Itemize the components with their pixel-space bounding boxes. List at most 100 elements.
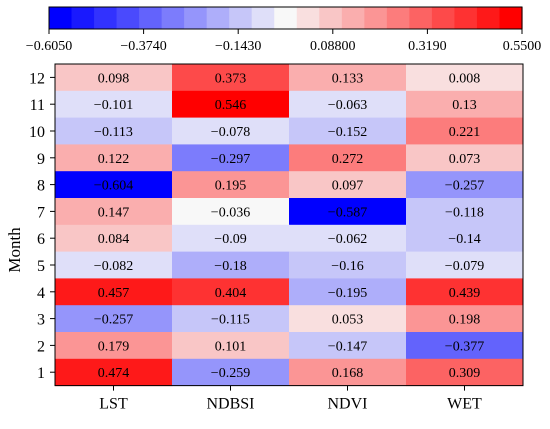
heatmap-cell [55, 358, 173, 387]
cell-value-label: 0.073 [449, 152, 481, 167]
cell-value-label: −0.082 [94, 259, 133, 274]
heatmap-cell [172, 358, 290, 387]
cell-value-label: −0.587 [328, 205, 367, 220]
heatmap-cell [55, 278, 173, 306]
x-tick-label: WET [447, 396, 482, 413]
heatmap-cell [406, 358, 524, 387]
cell-value-label: 0.053 [332, 313, 364, 328]
colorbar-segment [49, 7, 73, 29]
heatmap-cell [172, 305, 290, 333]
heatmap-cell [172, 278, 290, 306]
cell-value-label: 0.221 [449, 125, 481, 140]
y-tick-label: 10 [29, 124, 45, 141]
cell-value-label: 0.474 [98, 366, 130, 381]
heatmap-cell [406, 117, 524, 145]
x-tick-label: LST [99, 396, 128, 413]
cell-value-label: −0.195 [328, 286, 367, 301]
colorbar-segment [319, 7, 343, 29]
y-tick-label: 7 [37, 204, 45, 221]
colorbar-segment [274, 7, 298, 29]
heatmap-cell [406, 198, 524, 226]
y-tick-label: 4 [37, 285, 45, 302]
heatmap-cell [172, 171, 290, 199]
heatmap-cell [172, 251, 290, 279]
cell-value-label: −0.259 [211, 366, 250, 381]
heatmap-cell [172, 224, 290, 253]
heatmap-cell [172, 117, 290, 145]
colorbar-segment [476, 7, 501, 29]
cell-value-label: −0.152 [328, 125, 367, 140]
colorbar-tick-label: 0.5500 [503, 39, 542, 54]
cell-value-label: −0.118 [445, 205, 484, 220]
cell-value-label: 0.373 [215, 71, 247, 86]
cell-value-label: −0.377 [445, 339, 484, 354]
cell-value-label: −0.079 [445, 259, 484, 274]
heatmap-cell [289, 171, 407, 199]
cell-value-label: −0.16 [331, 259, 363, 274]
y-tick-label: 11 [30, 97, 45, 114]
plot-frame [54, 63, 524, 387]
colorbar-segment [431, 7, 456, 29]
heatmap-cell [289, 117, 407, 145]
colorbar-segment [206, 7, 230, 29]
colorbar-segment [251, 7, 275, 29]
heatmap-cell [172, 332, 290, 360]
cell-value-label: 0.179 [98, 339, 130, 354]
y-tick-label: 2 [37, 338, 45, 355]
colorbar-tick-label: 0.3190 [408, 39, 447, 54]
colorbar-segment [454, 7, 478, 29]
colorbar-segment [409, 7, 433, 29]
cell-value-label: 0.404 [215, 286, 247, 301]
cell-value-label: −0.101 [94, 98, 133, 113]
cell-value-label: 0.195 [215, 179, 247, 194]
cell-value-label: −0.297 [211, 152, 250, 167]
cell-value-label: 0.133 [332, 71, 364, 86]
cell-value-label: 0.147 [98, 205, 130, 220]
heatmap-axes: 12 11 10 9 8 7 6 5 4 3 2 1 LST NDBSI NDVI WET [29, 63, 524, 413]
cell-value-label: −0.147 [328, 339, 367, 354]
y-tick-label: 6 [37, 231, 45, 248]
cell-value-label: 0.198 [449, 313, 481, 328]
cell-value-label: −0.257 [94, 313, 133, 328]
heatmap-cell [55, 251, 173, 279]
cell-value-label: −0.063 [328, 98, 367, 113]
heatmap-cell [289, 251, 407, 279]
cell-value-label: −0.036 [211, 205, 250, 220]
cell-value-label: −0.113 [94, 125, 133, 140]
heatmap-cell [289, 198, 407, 226]
cell-value-label: 0.122 [98, 152, 130, 167]
colorbar-segment [94, 7, 118, 29]
y-tick-label: 5 [37, 258, 45, 275]
heatmap-cell [172, 90, 290, 119]
heatmap-cell [55, 90, 173, 119]
cell-value-label: 0.101 [215, 339, 247, 354]
y-tick-label: 9 [37, 151, 45, 168]
heatmap-cell [289, 358, 407, 387]
cell-value-label: 0.098 [98, 71, 130, 86]
heatmap-cell [55, 117, 173, 145]
heatmap-cell [406, 144, 524, 172]
colorbar-segment [229, 7, 253, 29]
cell-value-label: 0.008 [449, 71, 481, 86]
cell-value-label: −0.604 [94, 179, 133, 194]
heatmap-cell [406, 251, 524, 279]
heatmap-cell [55, 64, 173, 92]
cell-value-label: 0.097 [332, 179, 364, 194]
colorbar-segment [296, 7, 320, 29]
cell-value-label: 0.272 [332, 152, 364, 167]
colorbar-segment [184, 7, 208, 29]
heatmap-cell [289, 144, 407, 172]
cell-value-label: 0.439 [449, 286, 481, 301]
heatmap-cell [55, 332, 173, 360]
heatmap-cell [172, 198, 290, 226]
heatmap-cell [289, 224, 407, 253]
colorbar-segment [386, 7, 410, 29]
y-tick-label: 3 [37, 312, 45, 329]
colorbar-segment [71, 7, 95, 29]
cell-value-label: −0.115 [211, 313, 250, 328]
cell-value-label: 0.084 [98, 232, 130, 247]
cell-value-label: 0.168 [332, 366, 364, 381]
cell-value-label: −0.257 [445, 179, 484, 194]
cell-value-label: −0.14 [448, 232, 480, 247]
colorbar-tick-label: −0.6050 [26, 39, 72, 54]
